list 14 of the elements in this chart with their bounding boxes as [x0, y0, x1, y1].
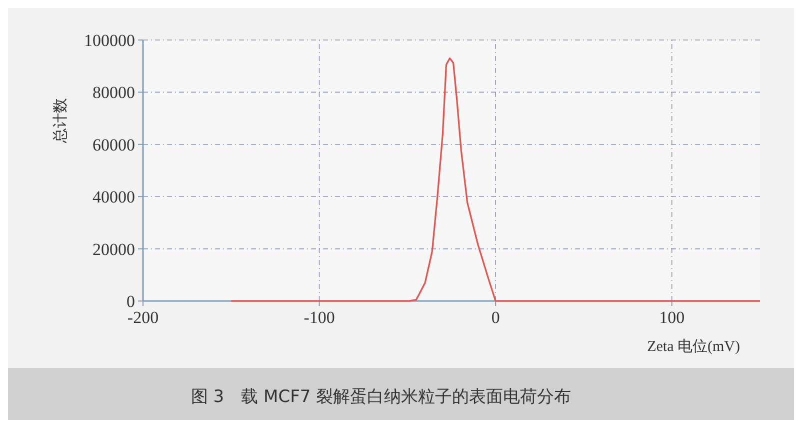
- y-tick-label: 0: [126, 292, 135, 311]
- x-tick-label: 100: [659, 308, 685, 327]
- text: 图 3 载 MCF7 裂解蛋白纳米粒子的表面电荷分布: [190, 387, 572, 407]
- y-tick-label: 40000: [92, 188, 135, 207]
- x-tick-label: -100: [304, 308, 335, 327]
- x-tick-label: 0: [491, 308, 500, 327]
- line-series: [230, 57, 761, 302]
- y-axis-title: 总计数: [52, 98, 69, 144]
- x-axis-title: Zeta 电位(mV): [647, 338, 740, 355]
- y-tick-label: 60000: [92, 135, 135, 154]
- y-tick-label: 80000: [92, 83, 135, 102]
- y-tick-label: 20000: [92, 240, 135, 259]
- y-tick-label: 100000: [84, 30, 135, 50]
- x-tick-label: -200: [127, 308, 159, 327]
